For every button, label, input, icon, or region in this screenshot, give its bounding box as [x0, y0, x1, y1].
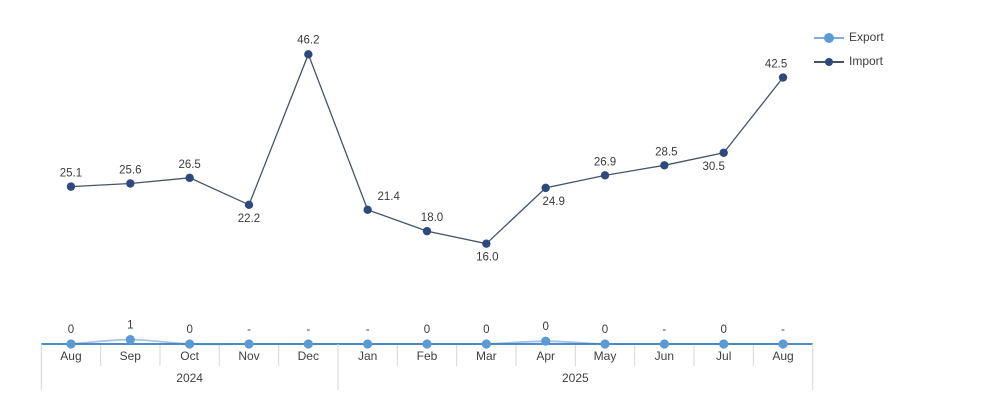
- export-point-aug-12[interactable]: [778, 339, 788, 349]
- export-point-sep-1[interactable]: [125, 335, 135, 345]
- month-label-feb-6: Feb: [417, 349, 438, 363]
- import-value-label-10: 28.5: [655, 146, 677, 158]
- import-legend-line-icon: [814, 57, 844, 66]
- legend-label-import: Import: [849, 54, 884, 68]
- month-label-dec-4: Dec: [298, 349, 319, 363]
- export-point-jan-5[interactable]: [363, 339, 373, 349]
- export-value-label-9: 0: [602, 324, 608, 336]
- import-point-aug-0[interactable]: [66, 182, 76, 191]
- import-point-apr-8[interactable]: [541, 183, 550, 193]
- month-label-jul-11: Jul: [716, 349, 731, 363]
- import-value-label-8: 24.9: [542, 196, 564, 208]
- export-value-label-4: -: [306, 324, 310, 336]
- legend-item-export[interactable]: Export: [814, 30, 884, 45]
- import-point-jan-5[interactable]: [363, 205, 372, 215]
- export-value-label-5: -: [366, 324, 370, 336]
- import-value-label-6: 18.0: [421, 212, 443, 224]
- year-label-2024: 2024: [176, 371, 203, 385]
- export-point-apr-8[interactable]: [541, 336, 551, 346]
- month-label-aug-0: Aug: [60, 349, 81, 363]
- export-point-aug-0[interactable]: [66, 339, 76, 349]
- export-value-label-3: -: [247, 324, 251, 336]
- export-point-nov-3[interactable]: [244, 339, 254, 349]
- import-point-aug-12[interactable]: [778, 73, 788, 82]
- month-label-jun-10: Jun: [655, 349, 674, 363]
- import-point-feb-6[interactable]: [422, 226, 432, 236]
- month-label-aug-12: Aug: [772, 349, 793, 363]
- import-point-jul-11[interactable]: [719, 148, 728, 157]
- export-point-jul-11[interactable]: [719, 339, 729, 349]
- export-value-label-12: -: [781, 324, 785, 336]
- import-value-label-1: 25.6: [119, 164, 141, 176]
- export-point-may-9[interactable]: [600, 339, 610, 349]
- import-value-label-3: 22.2: [238, 213, 260, 225]
- import-point-may-9[interactable]: [600, 171, 610, 180]
- export-point-oct-2[interactable]: [185, 339, 195, 349]
- month-label-may-9: May: [594, 349, 617, 363]
- import-value-label-5: 21.4: [377, 191, 400, 203]
- import-value-label-0: 25.1: [60, 168, 82, 180]
- export-value-label-10: -: [662, 324, 666, 336]
- export-point-jun-10[interactable]: [659, 339, 669, 349]
- export-value-label-11: 0: [720, 324, 726, 336]
- legend-item-import[interactable]: Import: [814, 54, 884, 69]
- import-point-mar-7[interactable]: [482, 239, 491, 248]
- month-label-mar-7: Mar: [476, 349, 497, 363]
- import-value-label-7: 16.0: [476, 252, 498, 264]
- import-point-sep-1[interactable]: [126, 179, 135, 188]
- import-point-jun-10[interactable]: [660, 161, 669, 170]
- export-legend-dot-icon: [824, 32, 834, 43]
- month-label-jan-5: Jan: [358, 349, 377, 363]
- import-value-label-9: 26.9: [594, 156, 616, 168]
- legend: Export Import: [814, 30, 884, 69]
- legend-label-export: Export: [849, 30, 884, 44]
- import-value-label-4: 46.2: [297, 34, 319, 46]
- import-point-dec-4[interactable]: [304, 50, 313, 59]
- import-value-label-11: 30.5: [702, 161, 724, 173]
- export-value-label-0: 0: [68, 324, 74, 336]
- export-value-label-6: 0: [424, 324, 430, 336]
- export-value-label-7: 0: [483, 324, 489, 336]
- export-value-label-2: 0: [186, 324, 192, 336]
- export-point-feb-6[interactable]: [422, 339, 432, 349]
- month-label-oct-2: Oct: [180, 349, 199, 363]
- import-value-label-12: 42.5: [765, 59, 787, 71]
- year-label-2025: 2025: [562, 371, 589, 385]
- month-label-sep-1: Sep: [120, 349, 142, 363]
- export-point-dec-4[interactable]: [303, 339, 313, 349]
- export-point-mar-7[interactable]: [481, 339, 491, 349]
- export-value-label-8: 0: [542, 321, 548, 333]
- import-legend-dot-icon: [825, 57, 833, 66]
- export-legend-line-icon: [814, 32, 844, 43]
- import-value-label-2: 26.5: [178, 159, 200, 171]
- import-point-nov-3[interactable]: [244, 200, 254, 210]
- month-label-apr-8: Apr: [536, 349, 555, 363]
- month-label-nov-3: Nov: [238, 349, 259, 363]
- import-point-oct-2[interactable]: [185, 173, 194, 183]
- export-value-label-1: 1: [127, 320, 133, 332]
